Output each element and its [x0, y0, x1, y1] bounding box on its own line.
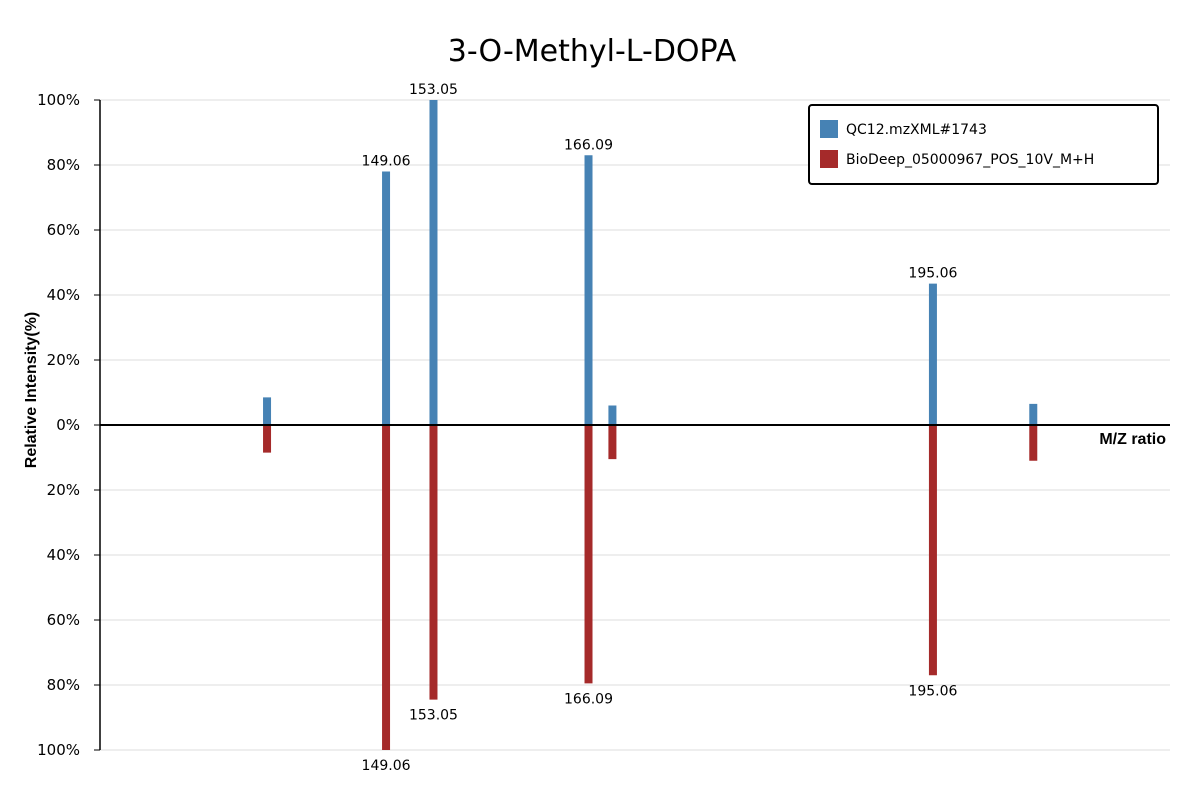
legend: QC12.mzXML#1743 BioDeep_05000967_POS_10V…	[808, 104, 1159, 185]
legend-box	[808, 104, 1159, 185]
legend-label-qc12: QC12.mzXML#1743	[846, 122, 987, 138]
reference-peak-bar	[584, 425, 593, 684]
y-tick-label: 60%	[47, 221, 80, 239]
query-peak-label: 166.09	[564, 137, 613, 153]
reference-peak-bar	[429, 425, 438, 700]
legend-label-biodeep: BioDeep_05000967_POS_10V_M+H	[846, 152, 1094, 168]
y-tick-label: 40%	[47, 286, 80, 304]
y-tick-label: 40%	[47, 546, 80, 564]
x-axis-label: M/Z ratio	[1099, 431, 1166, 448]
y-tick-label: 100%	[37, 741, 80, 759]
y-tick-label: 0%	[56, 416, 80, 434]
query-peak-bar	[382, 171, 391, 425]
reference-peak-label: 149.06	[362, 758, 411, 774]
legend-swatch-biodeep	[820, 150, 838, 168]
query-peak-bar	[263, 397, 272, 425]
y-tick-label: 100%	[37, 91, 80, 109]
query-peak-label: 153.05	[409, 82, 458, 98]
data-labels: 149.06 153.05 166.09 195.06 149.06 153.05 166.…	[362, 82, 958, 774]
legend-swatch-qc12	[820, 120, 838, 138]
y-axis-label: Relative Intensity(%)	[23, 312, 40, 468]
y-tick-label: 20%	[47, 481, 80, 499]
bars	[263, 100, 1038, 750]
query-peak-bar	[928, 283, 937, 425]
reference-peak-label: 195.06	[908, 683, 957, 699]
reference-peak-label: 166.09	[564, 691, 613, 707]
query-peak-label: 195.06	[908, 266, 957, 282]
y-tick-label: 20%	[47, 351, 80, 369]
query-peak-bar	[584, 155, 593, 425]
reference-peak-bar	[1029, 425, 1038, 461]
query-peak-bar	[429, 100, 438, 425]
y-tick-label: 80%	[47, 156, 80, 174]
y-tick-label: 60%	[47, 611, 80, 629]
reference-peak-bar	[608, 425, 617, 460]
y-tick-label: 80%	[47, 676, 80, 694]
reference-peak-label: 153.05	[409, 708, 458, 724]
chart-title: 3-O-Methyl-L-DOPA	[448, 34, 737, 69]
reference-peak-bar	[263, 425, 272, 453]
query-peak-bar	[608, 405, 617, 425]
grid-lines	[94, 99, 1170, 751]
y-tick-labels: 100% 80% 60% 40% 20% 0% 20% 40% 60% 80% 100%	[37, 91, 80, 759]
query-peak-label: 149.06	[362, 154, 411, 170]
query-peak-bar	[1029, 403, 1038, 425]
reference-peak-bar	[928, 425, 937, 676]
reference-peak-bar	[382, 425, 391, 750]
